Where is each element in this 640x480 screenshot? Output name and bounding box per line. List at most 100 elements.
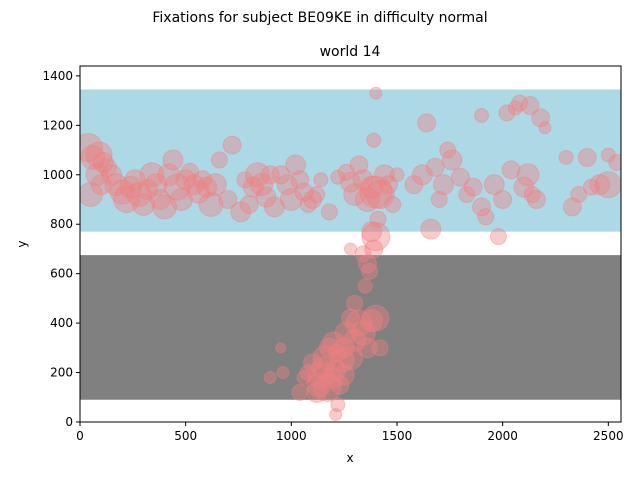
- fixation-point: [302, 190, 322, 209]
- fixation-point: [139, 162, 165, 188]
- y-tick-label: 200: [50, 366, 73, 380]
- fixation-point: [263, 371, 277, 384]
- fixation-point: [334, 321, 358, 345]
- axes-title: world 14: [320, 44, 381, 60]
- fixation-point: [577, 147, 597, 167]
- fixation-point: [600, 147, 616, 163]
- fixation-point: [230, 201, 252, 223]
- y-tick-label: 400: [50, 316, 73, 330]
- fixation-point: [180, 162, 200, 182]
- fixation-point: [313, 172, 329, 188]
- fixation-point: [343, 183, 367, 207]
- fixation-point: [312, 372, 342, 402]
- fixation-point: [333, 364, 355, 386]
- fixation-point: [302, 353, 322, 373]
- fixation-point: [328, 343, 348, 363]
- x-axis: 0 500 1000 1500 2000 2500: [76, 422, 624, 443]
- y-tick-label: 1200: [42, 118, 73, 132]
- fixation-point: [430, 191, 448, 208]
- fixation-point: [131, 192, 155, 216]
- fixation-point: [97, 157, 117, 177]
- fixation-point: [357, 278, 373, 294]
- fixation-point: [371, 339, 389, 357]
- fixation-point: [276, 174, 298, 196]
- fixation-point: [341, 308, 360, 328]
- fixation-point: [570, 186, 588, 204]
- y-axis: 0 200 400 600 800 1000 1200 1400: [42, 69, 80, 429]
- fixation-point: [218, 190, 238, 209]
- fixation-point: [520, 96, 540, 116]
- fixation-point: [85, 141, 113, 169]
- fixation-point: [169, 188, 193, 211]
- fixation-point: [245, 162, 271, 188]
- fixation-point: [338, 345, 363, 371]
- fixation-point: [276, 366, 290, 380]
- x-tick-label: 1500: [382, 429, 413, 443]
- fixation-point: [531, 108, 551, 128]
- fixation-point: [239, 194, 259, 214]
- fixation-point: [250, 173, 274, 197]
- fixation-point: [360, 309, 384, 333]
- fixation-point: [498, 104, 516, 122]
- fixation-point: [312, 345, 338, 371]
- fixation-point: [350, 320, 376, 346]
- fixation-point: [112, 186, 140, 213]
- y-tick-label: 600: [50, 267, 73, 281]
- x-tick-label: 2500: [593, 429, 624, 443]
- plot-area: [79, 65, 622, 423]
- y-tick-label: 1000: [42, 168, 73, 182]
- y-tick-label: 1400: [42, 69, 73, 83]
- fixation-point: [507, 100, 523, 116]
- fixation-point: [210, 151, 228, 169]
- fixation-point: [558, 149, 574, 165]
- fixation-point: [193, 170, 213, 190]
- fixation-point: [329, 408, 343, 422]
- y-tick-label: 800: [50, 217, 73, 231]
- fixation-point: [346, 294, 364, 312]
- fixation-point: [389, 167, 405, 183]
- fixation-point: [356, 337, 378, 359]
- fixation-point: [330, 397, 346, 413]
- fixation-point: [137, 179, 159, 201]
- fixation-point: [196, 176, 218, 198]
- fixation-point: [222, 135, 242, 155]
- regions: [80, 89, 621, 400]
- x-tick-label: 0: [76, 429, 84, 443]
- fixation-point: [354, 187, 380, 212]
- fixation-point: [361, 222, 391, 252]
- fixation-point: [329, 347, 355, 373]
- fixation-point: [439, 141, 457, 159]
- fixation-point: [330, 375, 350, 395]
- fixation-point: [163, 173, 191, 201]
- fixation-point: [291, 383, 309, 401]
- fixation-point: [311, 356, 335, 380]
- fixation-point: [308, 186, 326, 204]
- fixation-point: [562, 197, 582, 217]
- fixation-point: [420, 218, 442, 240]
- fixation-point: [489, 228, 507, 246]
- fixation-point: [109, 179, 135, 205]
- region-0: [80, 89, 621, 232]
- fixation-point: [450, 167, 470, 187]
- fixation-point: [425, 157, 445, 177]
- axes-frame: [79, 65, 622, 423]
- fixation-point: [361, 262, 379, 280]
- fixation-point: [373, 164, 395, 186]
- fixation-point: [384, 195, 402, 213]
- fixation-point: [144, 173, 168, 197]
- fixation-point: [360, 175, 384, 199]
- fixation-point: [379, 175, 399, 195]
- fixation-point: [285, 154, 307, 176]
- fixation-point: [92, 151, 114, 173]
- fixation-point: [365, 180, 395, 210]
- fixation-point: [513, 176, 535, 198]
- figure-suptitle: Fixations for subject BE09KE in difficul…: [152, 10, 487, 26]
- fixation-point: [361, 221, 383, 243]
- fixation-point: [175, 169, 197, 191]
- fixation-point: [101, 164, 123, 186]
- fixation-point: [354, 245, 372, 263]
- fixation-point: [320, 203, 338, 221]
- fixation-point: [325, 359, 347, 381]
- fixation-point: [306, 381, 328, 403]
